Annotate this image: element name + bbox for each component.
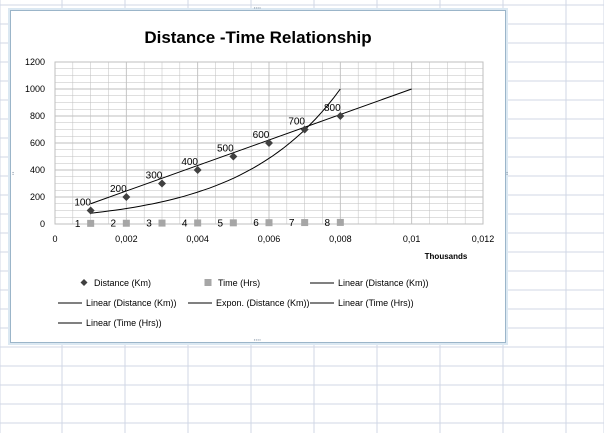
- legend-entry-label: Linear (Distance (Km)): [338, 278, 429, 288]
- legend-entry-label: Distance (Km): [94, 278, 151, 288]
- legend-entry-label: Expon. (Distance (Km)): [216, 298, 310, 308]
- chart-title[interactable]: Distance -Time Relationship: [144, 28, 371, 47]
- legend-square-marker: [204, 279, 212, 286]
- time-data-label: 5: [218, 218, 224, 229]
- resize-handle-left[interactable]: ··: [7, 171, 17, 175]
- distance-data-label: 300: [146, 171, 163, 182]
- legend-entry-label: Linear (Distance (Km)): [86, 298, 177, 308]
- distance-data-label: 700: [288, 117, 305, 128]
- time-point[interactable]: [87, 219, 95, 227]
- distance-data-label: 200: [110, 184, 127, 195]
- trendlines[interactable]: [90, 88, 412, 214]
- time-point[interactable]: [122, 219, 130, 227]
- x-tick-label: 0,008: [329, 234, 352, 244]
- data-series[interactable]: 100 200 300 400 500 600 700 800 1 2 3 4 5 6 7 8: [74, 103, 345, 230]
- time-data-label: 2: [111, 219, 117, 230]
- distance-point[interactable]: [122, 193, 131, 201]
- distance-data-label: 400: [181, 157, 198, 168]
- resize-handle-top[interactable]: ····: [253, 4, 262, 14]
- x-tick-label: 0,002: [115, 234, 138, 244]
- y-tick-label: 400: [30, 165, 45, 175]
- distance-data-label: 500: [217, 144, 234, 155]
- y-tick-label: 200: [30, 192, 45, 202]
- distance-point[interactable]: [229, 152, 238, 161]
- x-axis[interactable]: 0 0,002 0,004 0,006 0,008 0,01 0,012: [52, 234, 494, 244]
- time-data-label: 4: [182, 218, 188, 229]
- x-tick-label: 0,012: [472, 234, 495, 244]
- linear-trendline: [90, 88, 412, 205]
- chart-legend[interactable]: Distance (Km) Time (Hrs) Linear (Distance …: [58, 278, 429, 328]
- x-tick-label: 0: [52, 234, 57, 244]
- time-point[interactable]: [336, 218, 344, 226]
- legend-entry-label: Linear (Time (Hrs)): [86, 318, 162, 328]
- x-axis-unit-label: Thousands: [425, 252, 468, 261]
- distance-data-label: 600: [253, 130, 270, 141]
- legend-entry-label: Time (Hrs): [218, 278, 260, 288]
- time-point[interactable]: [229, 219, 237, 227]
- distance-point[interactable]: [86, 206, 95, 215]
- x-tick-label: 0,006: [258, 234, 281, 244]
- time-data-label: 7: [289, 218, 295, 229]
- distance-point[interactable]: [265, 139, 273, 147]
- time-point[interactable]: [194, 219, 202, 227]
- time-point[interactable]: [265, 219, 273, 227]
- distance-point[interactable]: [336, 112, 345, 120]
- time-data-label: 8: [325, 218, 331, 229]
- resize-handle-right[interactable]: ··: [501, 171, 511, 175]
- time-data-label: 1: [75, 219, 81, 230]
- y-tick-label: 1000: [25, 84, 45, 94]
- distance-data-label: 800: [324, 103, 341, 114]
- distance-data-label: 100: [74, 198, 91, 209]
- time-point[interactable]: [158, 219, 166, 227]
- time-data-label: 3: [146, 219, 152, 230]
- resize-handle-bottom[interactable]: ····: [253, 336, 262, 346]
- time-data-label: 6: [253, 218, 259, 229]
- x-tick-label: 0,01: [403, 234, 421, 244]
- distance-point[interactable]: [158, 179, 166, 188]
- y-axis[interactable]: 0 200 400 600 800 1000 1200: [25, 57, 45, 229]
- exponential-trendline: [90, 88, 341, 214]
- legend-diamond-marker: [80, 279, 88, 286]
- y-tick-label: 800: [30, 111, 45, 121]
- distance-point[interactable]: [300, 125, 309, 134]
- y-tick-label: 1200: [25, 57, 45, 67]
- time-point[interactable]: [301, 219, 309, 227]
- x-tick-label: 0,004: [186, 234, 209, 244]
- y-tick-label: 0: [40, 219, 45, 229]
- legend-entry-label: Linear (Time (Hrs)): [338, 298, 414, 308]
- y-tick-label: 600: [30, 138, 45, 148]
- distance-point[interactable]: [193, 166, 202, 174]
